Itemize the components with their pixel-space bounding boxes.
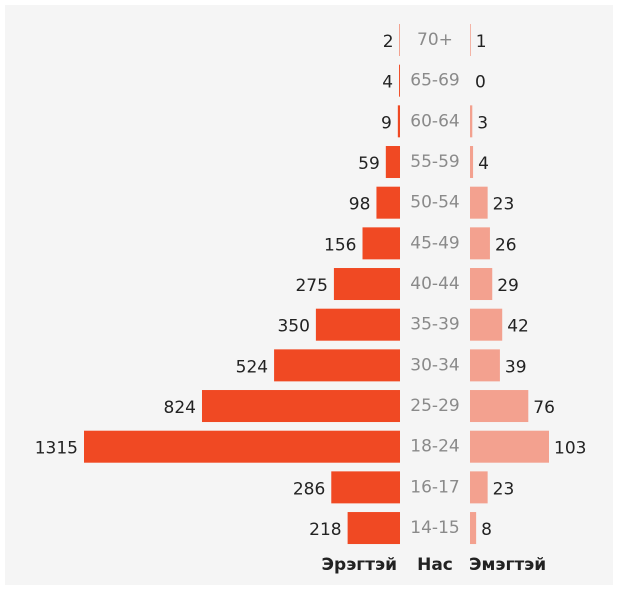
category-label: 40-44 xyxy=(410,274,459,294)
bar xyxy=(470,268,493,301)
bar xyxy=(470,227,490,260)
bar xyxy=(315,308,400,341)
bar xyxy=(376,186,400,219)
value-label: 26 xyxy=(495,235,517,255)
bar xyxy=(362,227,400,260)
bar xyxy=(470,105,473,138)
value-label: 23 xyxy=(493,479,515,499)
bar xyxy=(470,186,488,219)
axis-label: Нас xyxy=(417,555,453,575)
bar xyxy=(470,24,471,56)
category-label: 14-15 xyxy=(410,518,459,538)
left-series-label: Эрэгтэй xyxy=(322,555,397,575)
category-label: 45-49 xyxy=(410,233,459,253)
value-label: 29 xyxy=(497,276,519,296)
category-label: 60-64 xyxy=(410,111,459,131)
value-label: 9 xyxy=(381,113,392,133)
value-label: 824 xyxy=(164,398,196,418)
value-label: 275 xyxy=(295,276,327,296)
bar xyxy=(274,349,400,382)
value-label: 39 xyxy=(505,357,527,377)
bar xyxy=(385,146,400,179)
value-label: 350 xyxy=(277,317,309,337)
bar xyxy=(347,512,400,545)
value-label: 524 xyxy=(236,357,268,377)
category-label: 25-29 xyxy=(410,396,459,416)
value-label: 3 xyxy=(477,113,488,133)
bar xyxy=(201,390,400,423)
category-label: 50-54 xyxy=(410,193,459,213)
value-label: 2 xyxy=(383,32,394,52)
chart-background xyxy=(5,5,613,585)
value-label: 59 xyxy=(358,154,380,174)
category-label: 18-24 xyxy=(410,437,459,457)
category-label: 55-59 xyxy=(410,152,459,172)
bar xyxy=(470,430,549,463)
right-series-label: Эмэгтэй xyxy=(469,555,546,575)
bar xyxy=(470,471,488,504)
value-label: 0 xyxy=(475,73,486,93)
value-label: 103 xyxy=(554,439,586,459)
value-label: 1 xyxy=(476,32,487,52)
category-label: 16-17 xyxy=(410,477,459,497)
value-label: 218 xyxy=(309,520,341,540)
bar xyxy=(84,430,400,463)
bar xyxy=(333,268,400,301)
category-label: 70+ xyxy=(417,30,453,50)
value-label: 4 xyxy=(478,154,489,174)
value-label: 156 xyxy=(324,235,356,255)
value-label: 76 xyxy=(533,398,555,418)
value-label: 286 xyxy=(293,479,325,499)
bar xyxy=(331,471,400,504)
bar xyxy=(470,512,477,545)
bar xyxy=(470,390,529,423)
value-label: 1315 xyxy=(35,439,78,459)
bar xyxy=(470,308,503,341)
category-label: 65-69 xyxy=(410,71,459,91)
bar xyxy=(397,105,400,138)
value-label: 8 xyxy=(481,520,492,540)
bar xyxy=(470,146,474,179)
value-label: 4 xyxy=(382,73,393,93)
category-label: 35-39 xyxy=(410,315,459,335)
value-label: 23 xyxy=(493,195,515,215)
value-label: 42 xyxy=(507,317,529,337)
bar xyxy=(399,64,400,97)
bar xyxy=(470,349,500,382)
category-label: 30-34 xyxy=(410,355,459,375)
value-label: 98 xyxy=(349,195,371,215)
